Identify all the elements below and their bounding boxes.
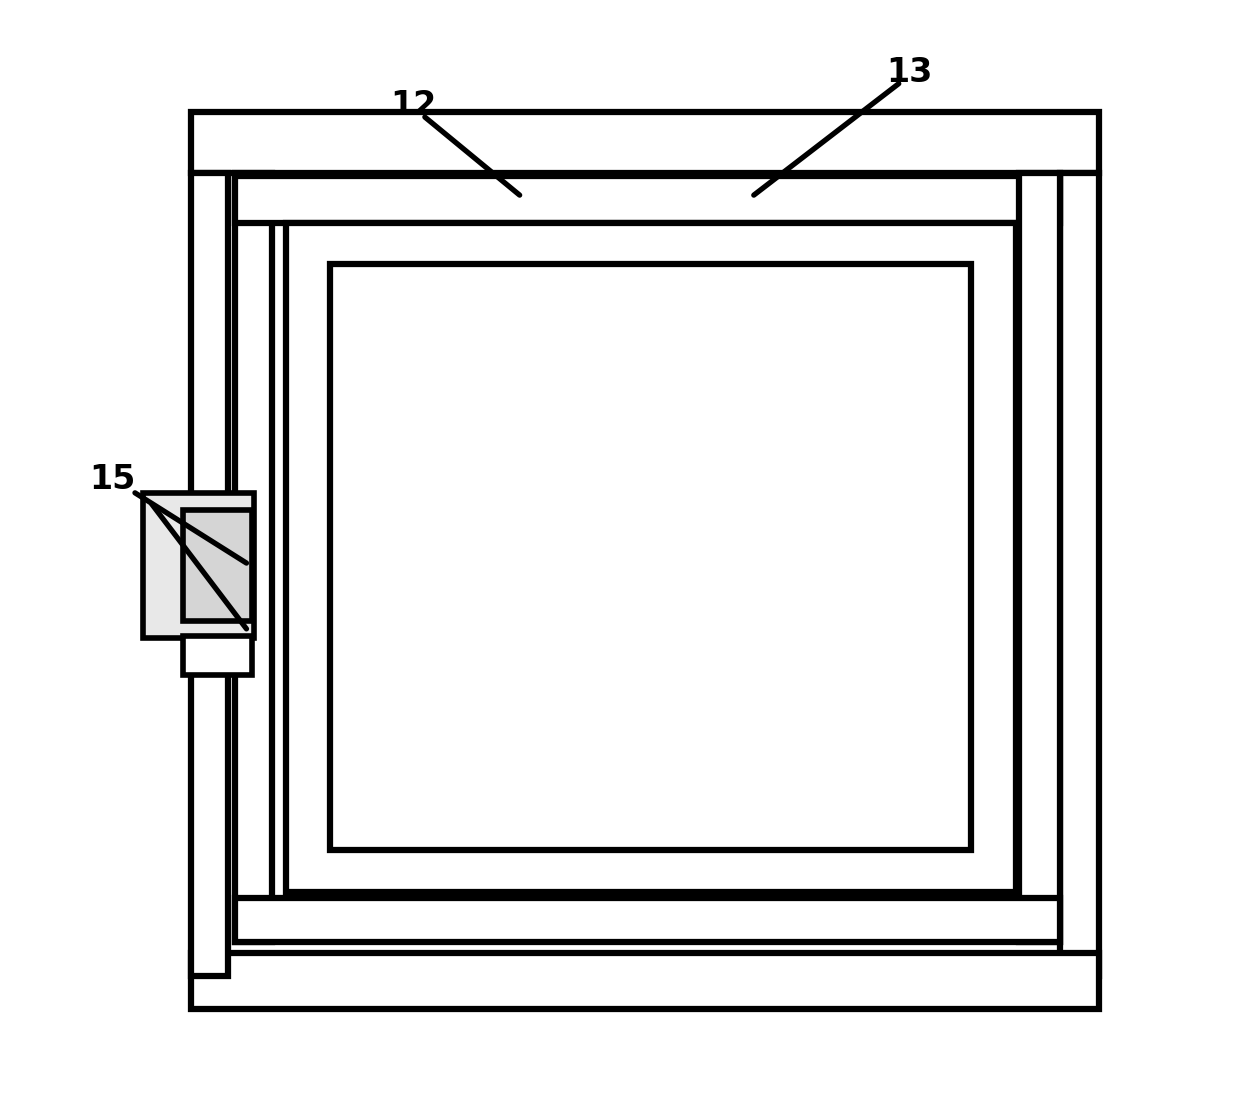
Text: 12: 12 xyxy=(391,89,436,123)
Bar xyxy=(191,953,1100,1009)
Text: 15: 15 xyxy=(89,463,136,496)
Bar xyxy=(184,510,252,621)
Bar xyxy=(330,264,971,850)
Bar xyxy=(1060,173,1100,976)
Text: 13: 13 xyxy=(887,56,932,89)
Bar xyxy=(236,176,1060,223)
Bar xyxy=(184,636,252,675)
Bar xyxy=(191,112,1100,173)
Bar xyxy=(236,898,1060,942)
Bar xyxy=(1019,173,1060,942)
Bar xyxy=(143,493,254,638)
Bar xyxy=(236,173,272,942)
Bar xyxy=(285,223,1016,892)
Bar xyxy=(191,173,227,976)
